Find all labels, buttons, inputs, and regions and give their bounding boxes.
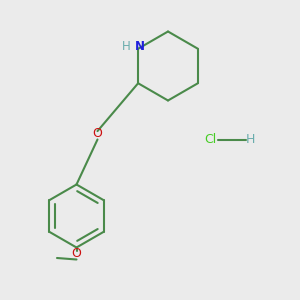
Text: O: O — [72, 247, 81, 260]
Text: N: N — [135, 40, 145, 53]
Text: H: H — [246, 133, 255, 146]
Text: O: O — [93, 127, 102, 140]
Text: Cl: Cl — [204, 133, 216, 146]
Text: H: H — [122, 40, 131, 53]
